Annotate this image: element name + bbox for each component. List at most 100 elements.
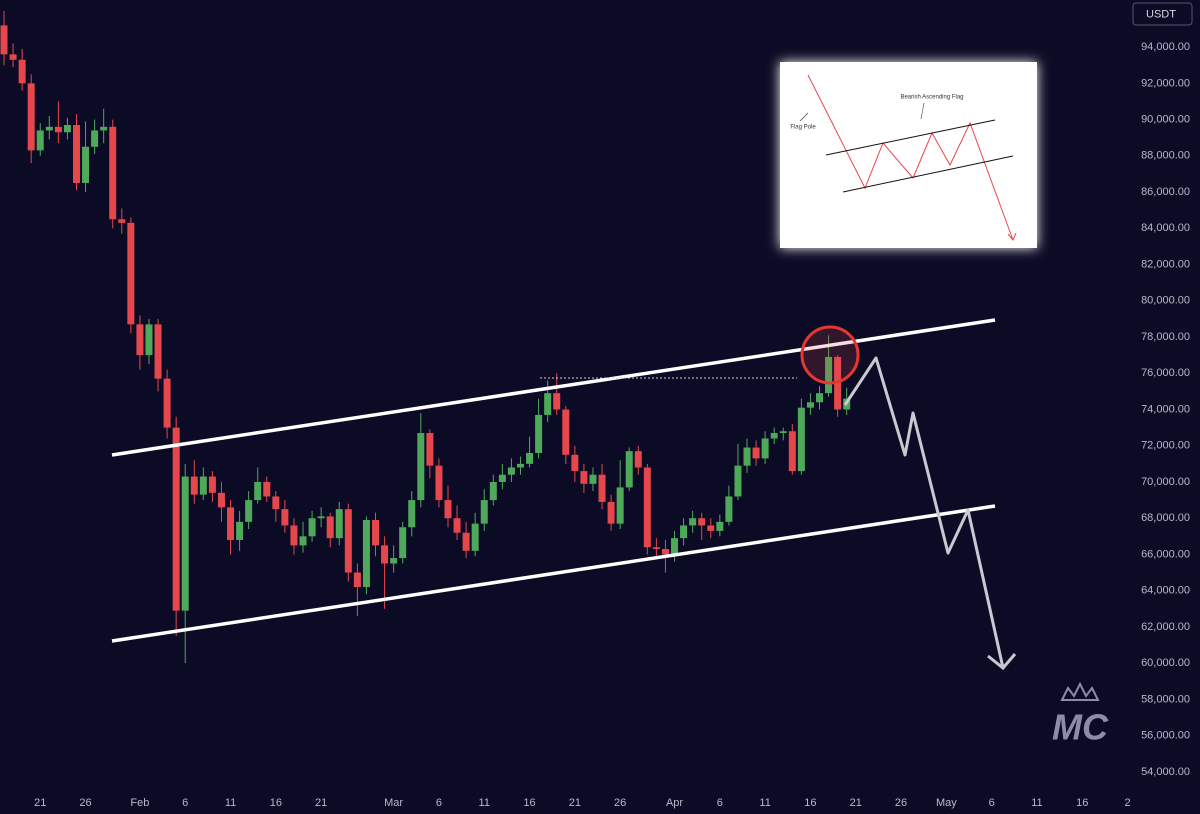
candle-body: [544, 393, 552, 415]
candle-body: [227, 507, 235, 540]
candle-body: [154, 324, 162, 379]
candle-body: [118, 219, 126, 223]
candle-body: [281, 509, 289, 526]
candle-body: [806, 402, 814, 408]
y-tick-label: 68,000.00: [1141, 512, 1190, 524]
x-tick-label: 26: [895, 797, 907, 809]
x-tick-label: 26: [79, 797, 91, 809]
candle-body: [471, 523, 479, 551]
y-tick-label: 64,000.00: [1141, 585, 1190, 597]
x-tick-label: 21: [34, 797, 46, 809]
candle-body: [399, 527, 407, 559]
inset-pattern-pointer: [920, 102, 925, 120]
candle-body: [181, 476, 189, 611]
candle-body: [634, 451, 642, 468]
candle-body: [815, 393, 823, 403]
candle-body: [290, 525, 298, 546]
candle-body: [372, 520, 380, 546]
candle-body: [54, 126, 62, 133]
y-tick-label: 62,000.00: [1141, 621, 1190, 633]
candle-body: [743, 447, 751, 466]
x-tick-label: 11: [479, 797, 490, 809]
candle-body: [344, 509, 352, 573]
candle-body: [9, 54, 17, 60]
candle-body: [797, 407, 805, 472]
x-tick-label: 16: [1076, 797, 1088, 809]
candle-body: [217, 492, 225, 508]
y-tick-label: 94,000.00: [1141, 41, 1190, 53]
candle-body: [707, 525, 715, 531]
candle-body: [680, 525, 688, 539]
inset-arrow: [1007, 232, 1017, 241]
candle-body: [190, 476, 198, 495]
candle-body: [652, 547, 660, 550]
candle-body: [643, 467, 651, 548]
x-tick-label: 16: [804, 797, 816, 809]
candle-body: [616, 487, 624, 524]
candle-body: [498, 474, 506, 482]
highlight-circle: [800, 325, 860, 385]
x-tick-label: 11: [1031, 797, 1042, 809]
candle-body: [571, 454, 579, 472]
inset-upper-line: [825, 119, 996, 156]
candle-body: [589, 474, 597, 484]
x-tick-label: 21: [569, 797, 581, 809]
inset-price-path: [807, 74, 1014, 241]
candle-body: [444, 500, 452, 519]
candle-body: [580, 471, 588, 484]
candle-body: [36, 130, 44, 151]
candle-body: [127, 222, 135, 325]
candle-body: [18, 59, 26, 84]
candle-body: [535, 414, 543, 453]
candle-body: [172, 427, 180, 611]
x-tick-label: Feb: [130, 797, 149, 809]
candle-body: [263, 481, 271, 497]
y-tick-label: 54,000.00: [1141, 766, 1190, 778]
candle-body: [788, 431, 796, 472]
candle-body: [199, 476, 207, 495]
x-tick-label: 6: [989, 797, 995, 809]
candle-body: [0, 25, 8, 55]
y-tick-label: 56,000.00: [1141, 730, 1190, 742]
y-tick-label: 76,000.00: [1141, 367, 1190, 379]
candle-body: [362, 520, 370, 588]
x-tick-label: 16: [270, 797, 282, 809]
candle-body: [689, 518, 697, 526]
inset-pattern-label: Bearish Ascending Flag: [900, 95, 963, 101]
candle-body: [317, 516, 325, 519]
candle-body: [761, 438, 769, 459]
y-tick-label: 74,000.00: [1141, 403, 1190, 415]
y-tick-label: 92,000.00: [1141, 77, 1190, 89]
y-tick-label: 88,000.00: [1141, 150, 1190, 162]
inset-pole-label: Flag Pole: [790, 125, 816, 131]
candle-body: [562, 409, 570, 455]
inset-lower-line: [842, 155, 1014, 193]
candle-body: [426, 433, 434, 466]
x-tick-label: Mar: [384, 797, 403, 809]
y-tick-label: 58,000.00: [1141, 693, 1190, 705]
candle-body: [698, 518, 706, 526]
x-tick-label: 26: [614, 797, 626, 809]
candle-body: [136, 324, 144, 356]
watermark-crown: [1060, 681, 1100, 701]
candle-body: [671, 538, 679, 555]
x-tick-label: May: [936, 797, 957, 809]
x-tick-label: 11: [759, 797, 770, 809]
candle-body: [100, 126, 108, 131]
candle-body: [462, 532, 470, 551]
candle-body: [390, 558, 398, 564]
currency-box: [1132, 2, 1193, 26]
candle-body: [507, 467, 515, 475]
candle-body: [598, 474, 606, 502]
candle-body: [91, 130, 99, 147]
candle-body: [661, 549, 669, 555]
candle-body: [299, 536, 307, 546]
candle-body: [45, 126, 53, 131]
candles: [0, 10, 851, 664]
candle-body: [72, 125, 80, 184]
candle-body: [734, 465, 742, 497]
candle-body: [245, 500, 253, 522]
candle-body: [489, 481, 497, 501]
candle-body: [716, 521, 724, 531]
x-tick-label: 6: [436, 797, 442, 809]
